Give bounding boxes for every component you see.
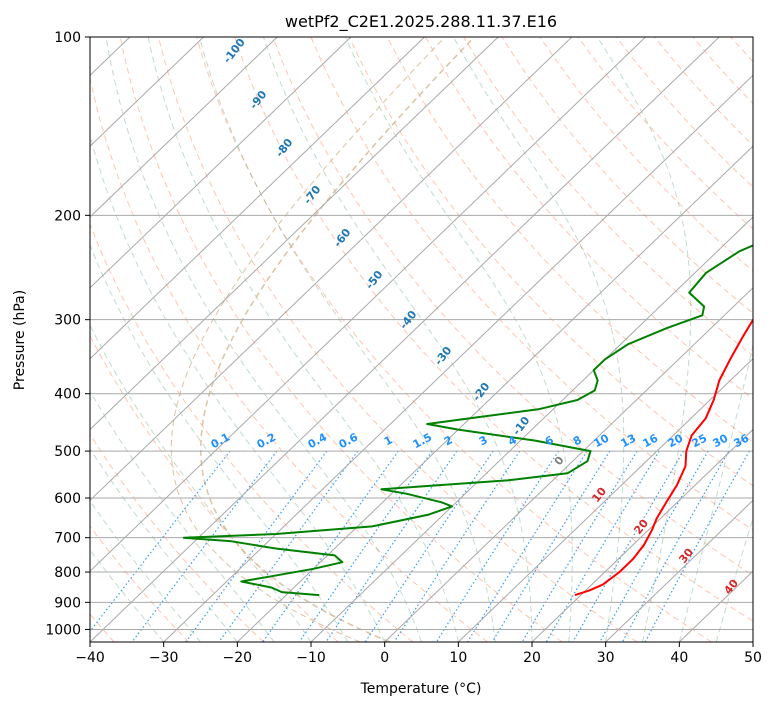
isotherm-line [236,145,753,642]
y-tick-label: 700 [54,531,81,547]
theta-e-line [200,37,475,642]
isotherm-line [310,216,753,642]
moist-adiabat-line [453,37,625,642]
x-tick-label: 50 [744,650,762,666]
mixing-ratio-label: 20 [666,431,686,450]
mixing-ratio-label: 30 [711,431,731,450]
x-tick-label: 0 [380,650,389,666]
mixing-ratio-line [325,450,458,642]
moist-adiabat-line [715,516,753,642]
moist-adiabat-line [90,134,386,642]
mixing-ratio-line [466,450,588,642]
x-axis-label: Temperature (°C) [360,681,482,697]
y-axis: 100 200 300 400 500 600 700 800 900 1000 [45,30,90,638]
mixing-ratio-label: 36 [732,431,752,450]
isotherm-line [605,499,753,642]
isotherm-line [384,287,753,642]
moist-adiabat-line [105,37,422,642]
x-axis: −40 −30 −20 −10 0 10 20 30 40 50 [75,642,762,666]
isotherm-line [457,357,753,642]
x-tick-label: −10 [296,650,326,666]
mixing-ratio-line [90,450,231,633]
isotherm-line [90,37,573,502]
x-tick-label: 40 [670,650,688,666]
moist-adiabat-line [90,549,165,642]
isotherm-line [90,37,204,147]
isotherm-line [531,428,753,642]
dry-adiabat-line [386,37,753,443]
moist-adiabat-line [90,447,238,642]
dry-adiabat-line [119,37,563,642]
moist-adiabat-line [597,37,692,642]
moist-adiabat-line [90,500,201,642]
plot-frame [89,36,754,643]
isotherms [90,37,753,642]
isotherm-line [163,74,753,642]
isotherm-line [90,37,425,360]
mixing-ratio-line [185,450,328,642]
plot-area [90,37,753,642]
moist-adiabat-line [90,390,275,642]
moist-adiabat-line [678,342,753,642]
temperature-profile-line [574,317,753,597]
x-tick-label: 30 [597,650,615,666]
y-tick-label: 1000 [45,622,81,638]
mixing-ratio-label: 16 [641,431,661,450]
isotherm-line [90,37,278,218]
dewpoint-profile-line [182,244,753,597]
mixing-ratio-label: 13 [619,432,639,451]
moist-adiabat-line [262,37,533,642]
x-tick-label: 10 [449,650,467,666]
y-tick-label: 500 [54,444,81,460]
dry-adiabat-line [90,334,339,642]
x-tick-label: −40 [75,650,105,666]
y-tick-label: 400 [54,387,81,403]
x-tick-label: −30 [149,650,179,666]
x-tick-label: −20 [223,650,253,666]
moist-adiabat-line [147,37,459,642]
mixing-ratio-line [521,450,638,642]
mixing-ratio-label: 25 [690,432,710,451]
dry-adiabat-line [157,37,638,642]
dry-adiabat-line [348,37,753,487]
mixing-ratio-label: 10 [592,431,612,450]
y-tick-label: 200 [54,208,81,224]
x-tick-label: 20 [523,650,541,666]
isotherm-line [90,37,646,572]
isotherm-line [90,37,720,642]
y-tick-label: 800 [54,565,81,581]
y-tick-label: 300 [54,313,81,329]
mixing-ratio-line [262,450,399,642]
theta-e-line [170,37,446,642]
mixing-ratio-line [599,450,709,642]
y-tick-label: 900 [54,595,81,611]
y-axis-label: Pressure (hPa) [12,290,28,390]
mixing-ratio-line [364,450,494,642]
isotherm-line [90,37,352,289]
moist-adiabat-line [345,37,573,642]
y-tick-label: 600 [54,491,81,507]
mixing-ratio-line [298,450,433,642]
moist-adiabat-line [90,243,349,642]
y-tick-label: 100 [54,30,81,46]
isotherm-line [90,37,499,431]
moist-adiabat-line [198,37,496,642]
dry-adiabat-line [90,76,488,642]
background-lines [90,37,753,642]
profiles [182,244,753,597]
chart-title: wetPf2_C2E1.2025.288.11.37.E16 [285,12,557,32]
